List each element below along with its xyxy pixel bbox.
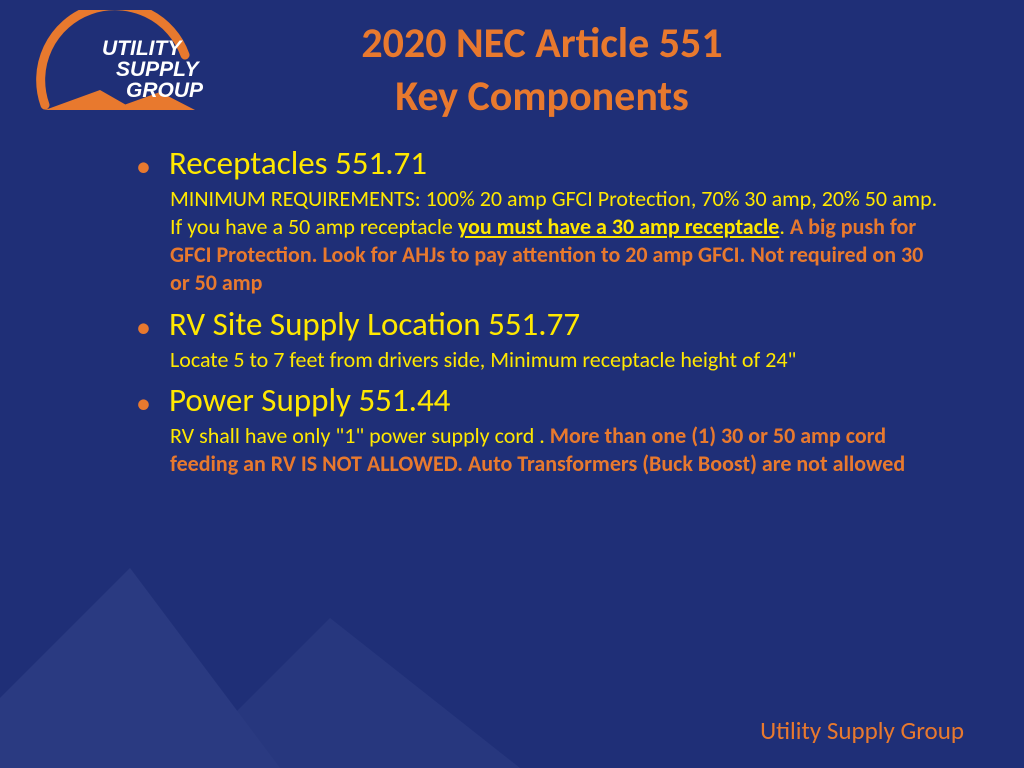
bullet-body: Locate 5 to 7 feet from drivers side, Mi…: [170, 346, 944, 374]
bullet-heading: Receptacles 551.71: [169, 143, 427, 183]
body-text: RV shall have only "1" power supply cord…: [170, 422, 550, 449]
body-underline: you must have a 30 amp receptacle: [458, 213, 779, 240]
mountain-decoration: [0, 548, 520, 768]
footer-text: Utility Supply Group: [760, 715, 964, 746]
body-text: .: [779, 213, 790, 240]
bullet-body: MINIMUM REQUIREMENTS: 100% 20 amp GFCI P…: [170, 185, 944, 298]
bullet-receptacles: • Receptacles 551.71 MINIMUM REQUIREMENT…: [170, 143, 944, 298]
body-text: Locate 5 to 7 feet from drivers side, Mi…: [170, 346, 796, 373]
logo-text-1: UTILITY: [102, 37, 183, 60]
bullet-heading: Power Supply 551.44: [169, 380, 450, 420]
logo-text-2: SUPPLY: [116, 58, 200, 81]
bullet-icon: •: [136, 152, 151, 182]
bullet-body: RV shall have only "1" power supply cord…: [170, 422, 944, 478]
bullet-power-supply: • Power Supply 551.44 RV shall have only…: [170, 380, 944, 478]
company-logo: UTILITY SUPPLY GROUP: [30, 10, 220, 130]
bullet-icon: •: [136, 389, 151, 419]
logo-text-3: GROUP: [126, 79, 204, 102]
bullet-rv-site: • RV Site Supply Location 551.77 Locate …: [170, 304, 944, 374]
bullet-heading: RV Site Supply Location 551.77: [169, 304, 580, 344]
bullet-icon: •: [136, 313, 151, 343]
content-area: • Receptacles 551.71 MINIMUM REQUIREMENT…: [170, 143, 944, 478]
